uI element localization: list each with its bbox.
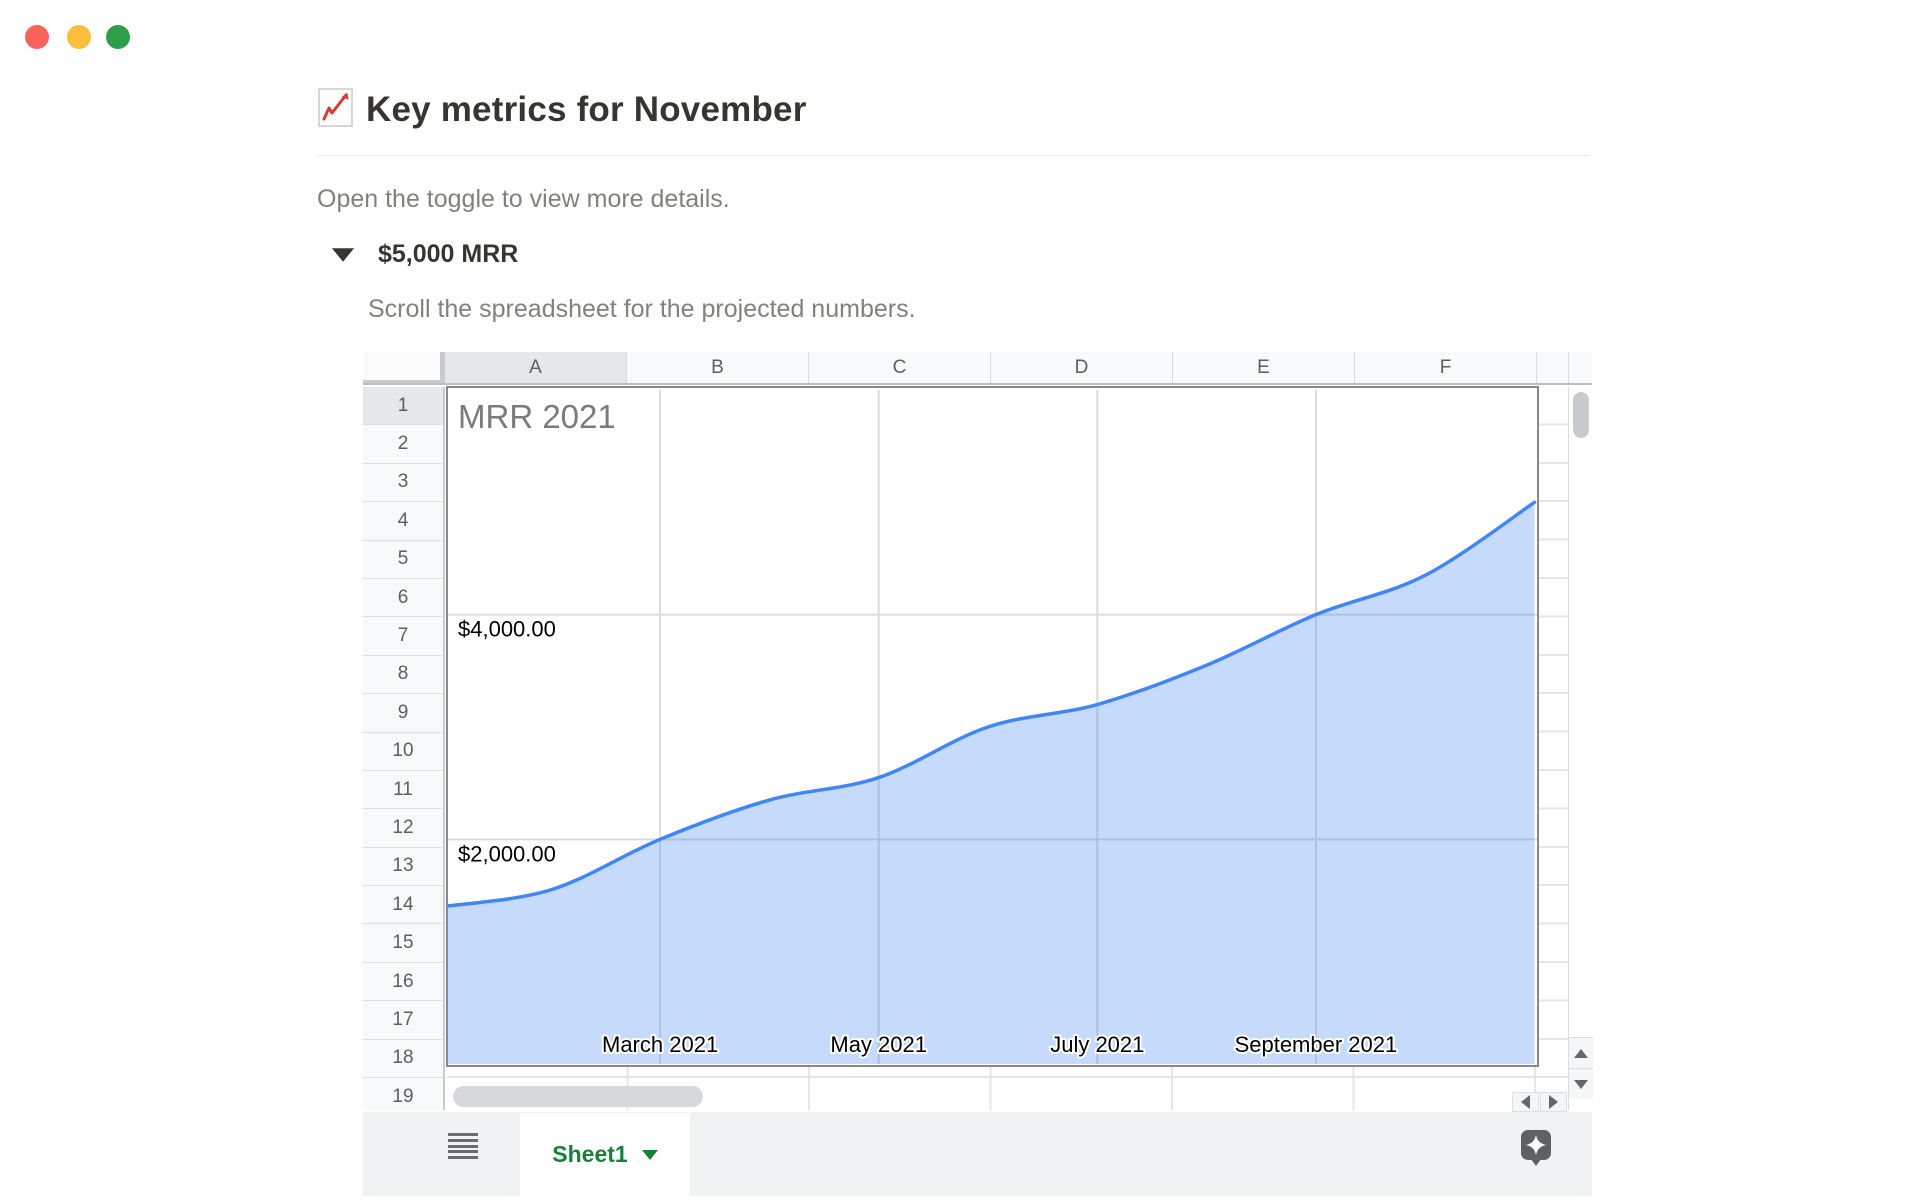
triangle-left-icon — [1521, 1095, 1530, 1109]
triangle-down-icon — [1574, 1079, 1588, 1089]
triangle-right-icon — [1549, 1095, 1558, 1109]
row-header-6[interactable]: 6 — [363, 578, 443, 618]
chart-increasing-icon — [318, 86, 354, 133]
row-header-18[interactable]: 18 — [363, 1039, 443, 1079]
toggle-label[interactable]: $5,000 MRR — [378, 240, 519, 268]
scroll-up-button[interactable] — [1569, 1037, 1593, 1068]
row-header-3[interactable]: 3 — [363, 463, 443, 503]
row-header-19[interactable]: 19 — [363, 1078, 443, 1110]
window-minimize-button[interactable] — [67, 25, 91, 49]
column-header-F[interactable]: F — [1355, 352, 1537, 383]
chart-x-tick-label: May 2021 — [830, 1032, 927, 1057]
column-header-C[interactable]: C — [809, 352, 991, 383]
chart-x-tick-label: July 2021 — [1050, 1032, 1144, 1057]
scrollbar-corner — [1568, 352, 1592, 383]
chart-y-tick-label: $4,000.00 — [458, 617, 556, 642]
row-header-10[interactable]: 10 — [363, 732, 443, 771]
toggle-hint-paragraph: Scroll the spreadsheet for the projected… — [368, 295, 916, 323]
explore-button[interactable] — [1519, 1128, 1553, 1173]
row-header-1[interactable]: 1 — [363, 387, 443, 426]
sheet-tab-label: Sheet1 — [552, 1141, 628, 1167]
triangle-up-icon — [1574, 1048, 1588, 1058]
chart-y-tick-label: $2,000.00 — [458, 841, 556, 866]
row-header-8[interactable]: 8 — [363, 655, 443, 695]
mrr-area-chart[interactable]: MRR 2021 $2,000.00 $4,000.00 March 2021 May … — [439, 386, 1539, 1067]
vertical-scrollbar-thumb[interactable] — [1573, 392, 1589, 438]
row-header-9[interactable]: 9 — [363, 694, 443, 733]
row-header-15[interactable]: 15 — [363, 924, 443, 963]
row-header-13[interactable]: 13 — [363, 847, 443, 887]
row-header-16[interactable]: 16 — [363, 962, 443, 1002]
chart-x-tick-label: March 2021 — [602, 1032, 718, 1057]
intro-paragraph: Open the toggle to view more details. — [317, 185, 730, 213]
sheet-tab-bar: Sheet1 — [363, 1112, 1592, 1196]
sheet-tab-dropdown-icon[interactable] — [641, 1149, 658, 1160]
toggle-block: $5,000 MRR — [330, 240, 518, 269]
row-header-4[interactable]: 4 — [363, 502, 443, 541]
scroll-down-button[interactable] — [1569, 1068, 1593, 1099]
column-header-E[interactable]: E — [1173, 352, 1355, 383]
page-title: Key metrics for November — [366, 89, 807, 129]
column-header-D[interactable]: D — [991, 352, 1173, 383]
scroll-left-button[interactable] — [1512, 1092, 1539, 1112]
select-all-corner[interactable] — [363, 352, 445, 383]
toggle-caret-icon[interactable] — [331, 247, 355, 262]
page-header: Key metrics for November — [318, 86, 807, 133]
window-zoom-button[interactable] — [106, 25, 130, 49]
window-close-button[interactable] — [25, 25, 49, 49]
row-header-7[interactable]: 7 — [363, 617, 443, 656]
row-header-2[interactable]: 2 — [363, 425, 443, 464]
chart-area-fill — [441, 502, 1535, 1064]
scroll-right-button[interactable] — [1540, 1092, 1567, 1112]
vertical-scrollbar[interactable] — [1568, 387, 1593, 1110]
title-divider — [318, 155, 1588, 156]
all-sheets-menu-icon[interactable] — [448, 1133, 478, 1159]
chart-x-tick-label: September 2021 — [1235, 1032, 1398, 1057]
sheet-tab[interactable]: Sheet1 — [520, 1113, 690, 1196]
chart-title: MRR 2021 — [458, 398, 616, 435]
chart-series-line — [439, 500, 1537, 909]
row-header-17[interactable]: 17 — [363, 1001, 443, 1040]
row-header-12[interactable]: 12 — [363, 809, 443, 848]
column-header-filler — [1537, 352, 1568, 383]
row-header-11[interactable]: 11 — [363, 770, 443, 810]
column-header-A[interactable]: A — [445, 352, 627, 383]
row-header-strip: 1 2 3 4 5 6 7 8 9 10 11 12 13 14 15 16 17 18 19 — [363, 387, 445, 1110]
column-header-B[interactable]: B — [627, 352, 809, 383]
row-header-5[interactable]: 5 — [363, 540, 443, 579]
horizontal-scrollbar-thumb[interactable] — [453, 1086, 703, 1107]
row-header-14[interactable]: 14 — [363, 886, 443, 925]
